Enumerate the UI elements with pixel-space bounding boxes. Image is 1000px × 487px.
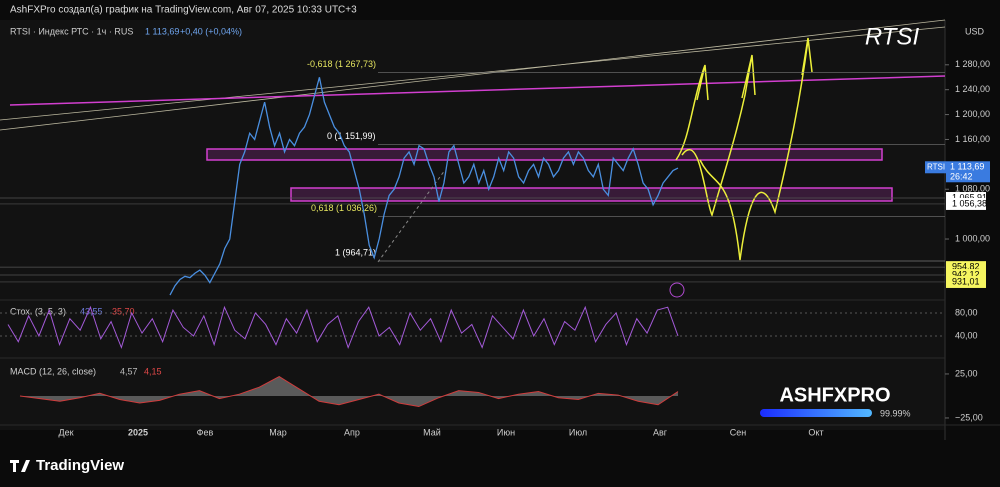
x-tick-label: Авг: [653, 427, 668, 437]
zone: [290, 187, 893, 202]
stoch-line: [7, 305, 679, 350]
x-tick-label: Сен: [730, 427, 747, 437]
brand-name: ASHFXPRO: [779, 384, 890, 406]
macd-area: [20, 376, 678, 407]
brand-progress: 99.99%: [880, 408, 911, 418]
y-tick-label: 1 000,00: [955, 233, 990, 243]
y-tick-label: 1 160,00: [955, 134, 990, 144]
arrow-drawing: [681, 54, 756, 218]
arrow-drawing: [675, 64, 709, 161]
x-tick-label: Дек: [58, 427, 73, 437]
y-tick-label: −25,00: [955, 412, 983, 422]
progress-bar: [760, 409, 872, 417]
last-name: RTSI: [927, 162, 945, 171]
y-tick-label: 80,00: [955, 307, 978, 317]
chart-area: [0, 20, 945, 430]
legend-change: +0,40 (+0,04%): [180, 26, 242, 36]
currency: USD: [965, 26, 985, 36]
legend-symbol: RTSI · Индекс РТС · 1ч · RUS: [10, 26, 133, 36]
price-tag-label: 942,12: [952, 269, 980, 279]
y-tick-label: 40,00: [955, 330, 978, 340]
price-tag: [946, 197, 986, 210]
fib-label: -0,618 (1 267,73): [307, 59, 376, 69]
macd-line: [19, 376, 679, 408]
fib-diagonal: [377, 169, 446, 263]
y-tick-label: 25,00: [955, 368, 978, 378]
stoch-k: 43,55: [80, 306, 103, 316]
last-timer: 26:42: [950, 172, 973, 182]
last-name-tag: [925, 161, 946, 174]
footer: TradingView: [36, 457, 124, 474]
fib-label: 0,618 (1 036,26): [311, 203, 377, 213]
stoch-title: Стох. (3, 5, 3): [10, 306, 66, 316]
price-tag-label: 931,01: [952, 276, 980, 286]
stoch-d: 35,70: [112, 306, 135, 316]
last-price: 1 113,69: [950, 162, 984, 172]
x-tick-label: Мар: [269, 427, 287, 437]
x-tick-label: Окт: [808, 427, 823, 437]
fib-label: 0 (1 151,99): [327, 131, 376, 141]
price-line-series: [169, 77, 679, 296]
x-tick-label: 2025: [128, 427, 148, 437]
tv-logo: [10, 460, 30, 472]
x-tick-label: Июл: [569, 427, 587, 437]
price-tag-label: 1 065,91: [952, 192, 987, 202]
event-icon[interactable]: [669, 282, 685, 298]
trend-line: [0, 19, 946, 131]
fib-label: 1 (964,71): [335, 247, 376, 257]
watermark-title: RTSI: [865, 23, 920, 50]
header: AshFXPro создал(а) график на TradingView…: [10, 4, 357, 16]
last-price-tag: [946, 161, 990, 183]
trend-line: [9, 75, 946, 106]
x-tick-label: Фев: [197, 427, 214, 437]
x-tick-label: Июн: [497, 427, 515, 437]
y-tick-label: 1 200,00: [955, 109, 990, 119]
trend-line: [0, 26, 946, 121]
price-tag: [946, 275, 986, 288]
legend-price: 1 113,69: [145, 26, 179, 36]
price-tag-label: 1 056,38: [952, 198, 987, 208]
macd-value: 4,57: [120, 366, 138, 376]
price-tag-label: 954,82: [952, 262, 980, 272]
y-tick-label: 1 280,00: [955, 59, 990, 69]
x-tick-label: Апр: [344, 427, 360, 437]
x-tick-label: Май: [423, 427, 441, 437]
y-tick-label: 1 080,00: [955, 184, 990, 194]
y-tick-label: 1 240,00: [955, 84, 990, 94]
macd-title: MACD (12, 26, close): [10, 366, 96, 376]
macd-signal: 4,15: [144, 366, 162, 376]
arrow-drawing: [699, 37, 813, 261]
